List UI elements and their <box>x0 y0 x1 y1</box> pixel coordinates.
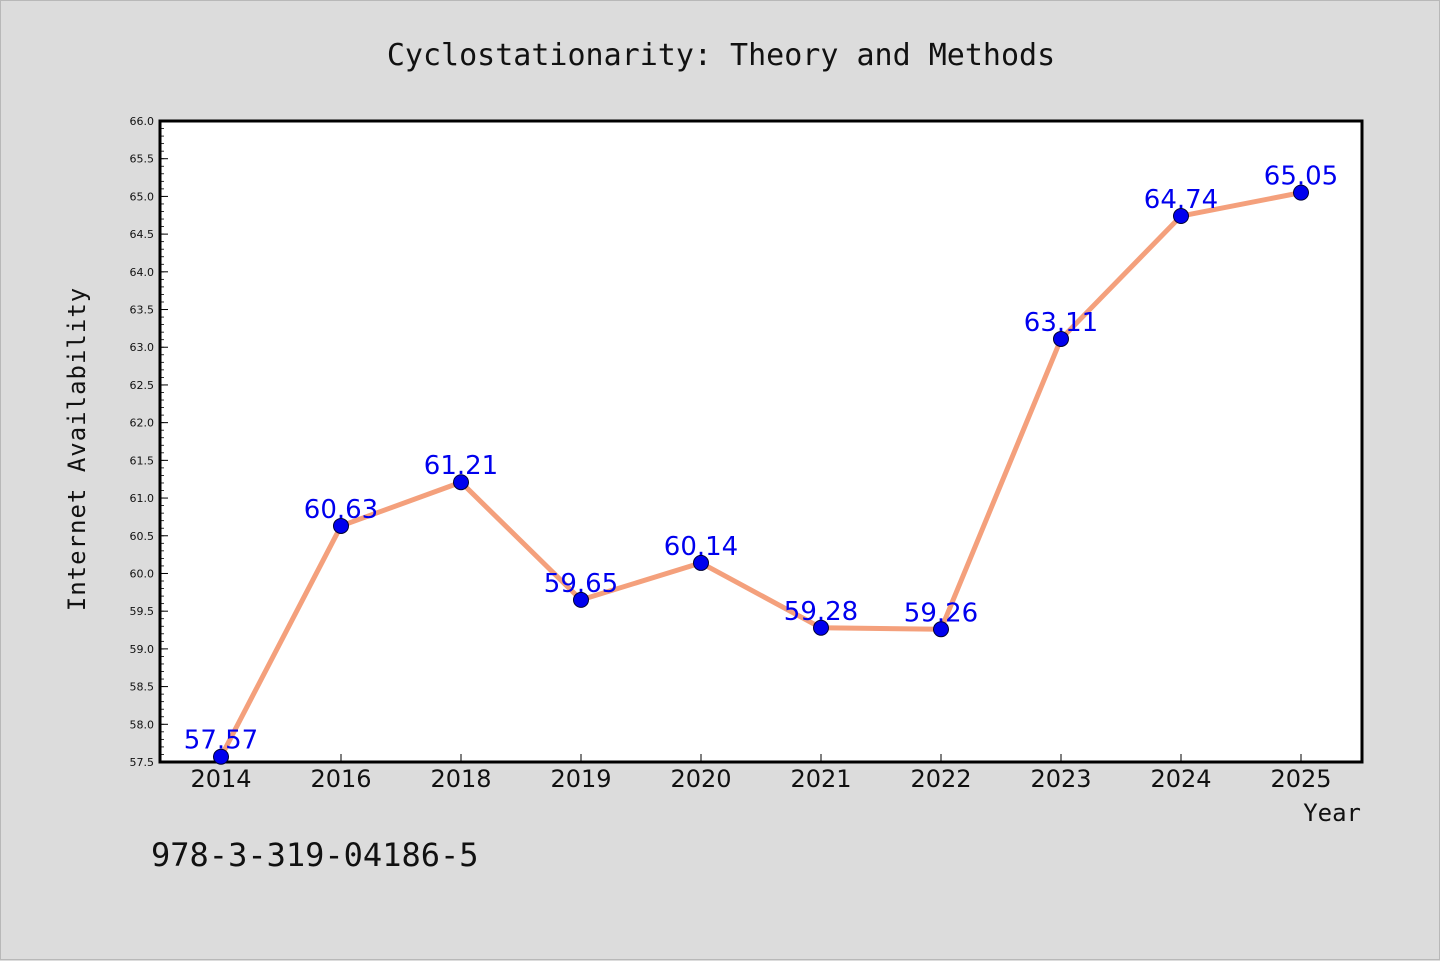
y-tick-label: 66.0 <box>130 115 155 128</box>
x-tick-label: 2022 <box>910 765 971 793</box>
x-tick-label: 2014 <box>190 765 251 793</box>
data-label: 57.57 <box>184 726 258 756</box>
x-tick-label: 2023 <box>1030 765 1091 793</box>
y-tick-label: 59.5 <box>130 605 155 618</box>
data-label: 59.28 <box>784 597 858 627</box>
y-tick-label: 60.5 <box>130 530 155 543</box>
y-axis-label: Internet Availability <box>63 287 91 611</box>
data-label: 63.11 <box>1024 308 1098 338</box>
y-tick-label: 61.0 <box>130 492 155 505</box>
line-chart: Cyclostationarity: Theory and Methods 57… <box>1 1 1440 961</box>
x-tick-label: 2016 <box>310 765 371 793</box>
x-tick-label: 2018 <box>430 765 491 793</box>
data-label: 59.26 <box>904 598 978 628</box>
y-tick-label: 59.0 <box>130 643 155 656</box>
x-tick-label: 2024 <box>1150 765 1211 793</box>
y-tick-label: 62.5 <box>130 379 155 392</box>
data-label: 64.74 <box>1144 185 1218 215</box>
data-label: 61.21 <box>424 451 498 481</box>
x-tick-label: 2020 <box>670 765 731 793</box>
y-tick-label: 64.0 <box>130 266 155 279</box>
y-tick-label: 57.5 <box>130 756 155 769</box>
x-tick-label: 2019 <box>550 765 611 793</box>
data-label: 60.63 <box>304 495 378 525</box>
chart-title: Cyclostationarity: Theory and Methods <box>387 38 1055 73</box>
x-tick-label: 2021 <box>790 765 851 793</box>
data-label: 59.65 <box>544 569 618 599</box>
data-label: 65.05 <box>1264 162 1338 192</box>
y-tick-label: 65.0 <box>130 190 155 203</box>
x-axis-label: Year <box>1303 799 1361 827</box>
y-tick-label: 60.0 <box>130 567 155 580</box>
y-tick-label: 65.5 <box>130 153 155 166</box>
y-tick-label: 62.0 <box>130 417 155 430</box>
y-tick-label: 61.5 <box>130 454 155 467</box>
data-label: 60.14 <box>664 532 738 562</box>
y-tick-label: 63.5 <box>130 304 155 317</box>
figure-frame: Cyclostationarity: Theory and Methods 57… <box>0 0 1440 960</box>
y-tick-label: 58.0 <box>130 718 155 731</box>
isbn-footer: 978-3-319-04186-5 <box>151 836 479 874</box>
y-tick-label: 63.0 <box>130 341 155 354</box>
y-tick-label: 64.5 <box>130 228 155 241</box>
x-tick-label: 2025 <box>1270 765 1331 793</box>
y-tick-label: 58.5 <box>130 681 155 694</box>
